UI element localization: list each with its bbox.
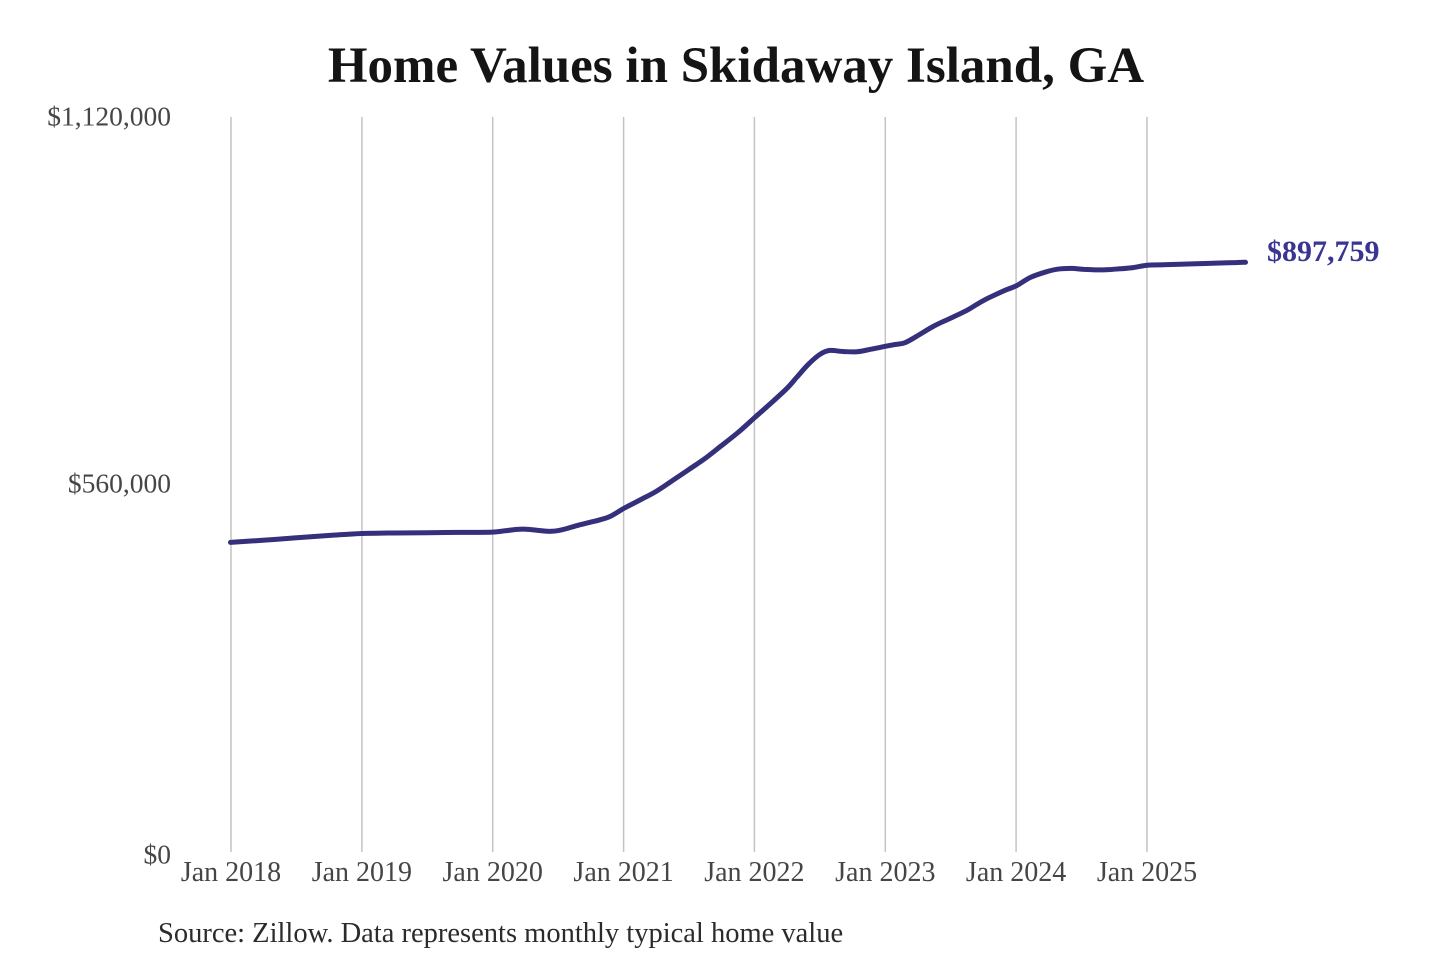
svg-text:Source: Zillow. Data represent: Source: Zillow. Data represents monthly … — [158, 918, 843, 949]
svg-text:Jan 2021: Jan 2021 — [573, 857, 673, 888]
svg-text:$1,120,000: $1,120,000 — [47, 101, 171, 132]
svg-text:Home Values in Skidaway Island: Home Values in Skidaway Island, GA — [328, 38, 1144, 94]
svg-text:Jan 2018: Jan 2018 — [181, 857, 281, 888]
svg-text:$560,000: $560,000 — [68, 468, 171, 499]
svg-text:Jan 2022: Jan 2022 — [704, 857, 804, 888]
svg-text:Jan 2019: Jan 2019 — [312, 857, 412, 888]
svg-text:$897,759: $897,759 — [1267, 235, 1380, 268]
svg-text:Jan 2020: Jan 2020 — [443, 857, 543, 888]
svg-text:Jan 2025: Jan 2025 — [1097, 857, 1197, 888]
svg-text:Jan 2024: Jan 2024 — [966, 857, 1066, 888]
svg-text:$0: $0 — [144, 839, 172, 870]
svg-text:Jan 2023: Jan 2023 — [835, 857, 935, 888]
